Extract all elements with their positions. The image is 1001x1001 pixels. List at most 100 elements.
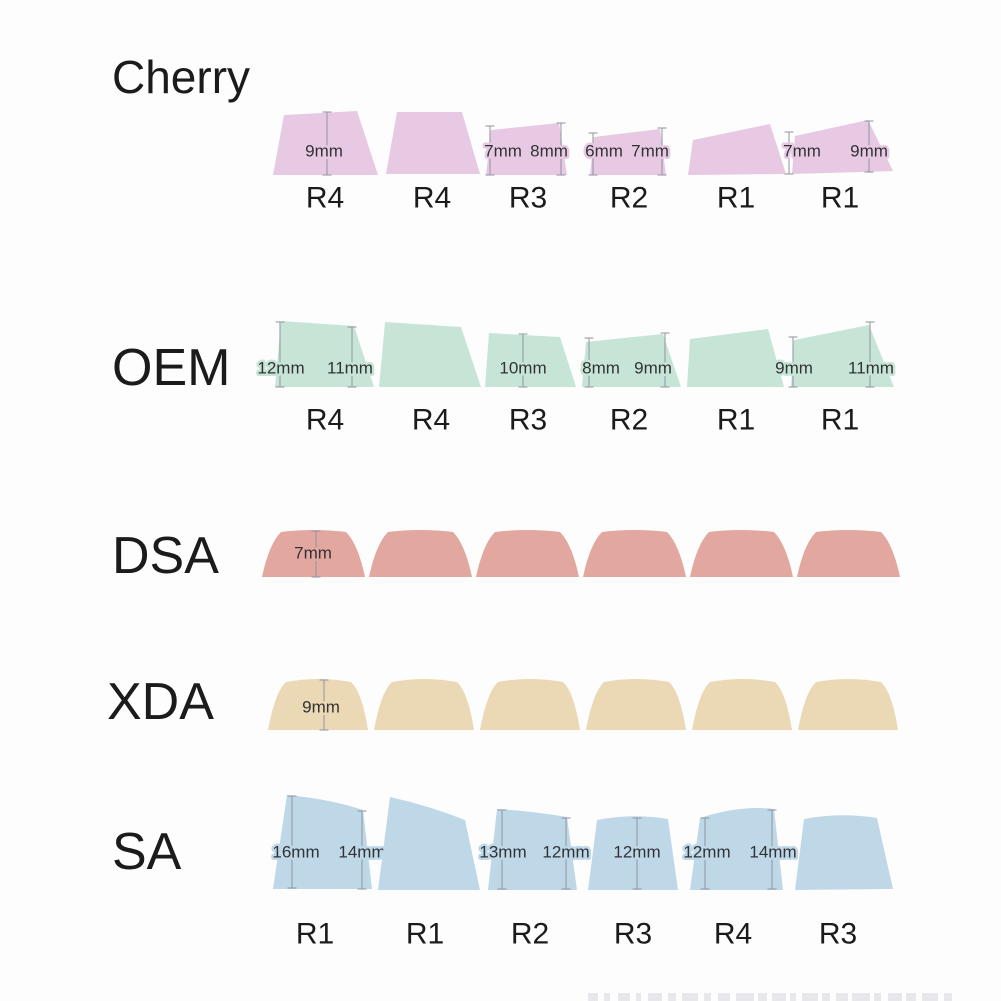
watermark-mark	[906, 993, 916, 1001]
keycap-oem-3-r3	[485, 333, 576, 387]
profile-row-dsa: 7mm	[262, 530, 900, 578]
keycap-cherry-2-r4	[386, 112, 480, 174]
row-label-cherry-3: R3	[509, 182, 547, 215]
row-label-sa-5: R4	[714, 918, 752, 951]
profile-row-oem: 12mm 11mm R4 R4 10mm R3 8mm 9mm R2 R1 9mm 11mm R1	[255, 321, 896, 437]
watermark-mark	[888, 993, 902, 1001]
watermark-mark	[852, 993, 870, 1001]
measure-label: 7mm	[484, 142, 522, 161]
measure-sa-12mm: 12mm	[540, 817, 592, 890]
watermark-mark	[648, 993, 662, 1001]
keycap-oem-4-r2	[582, 334, 681, 387]
keycap-oem-5-r1	[687, 329, 784, 387]
measure-cherry-7mm: 7mm	[482, 125, 524, 176]
keycap-dsa-2	[369, 530, 472, 577]
profile-row-sa: 16mm 14mm R1 R1 13mm 12mm R2 12mm R3 12mm 14mm R4 R3	[270, 795, 893, 951]
watermark-mark	[736, 993, 754, 1001]
keycap-cherry-4-r2	[590, 129, 666, 175]
measure-label: 12mm	[613, 843, 660, 862]
row-label-sa-6: R3	[819, 918, 857, 951]
measure-label: 7mm	[783, 142, 821, 161]
measure-label: 10mm	[499, 359, 546, 378]
keycap-xda-6	[798, 679, 898, 730]
measure-cherry-7mm: 7mm	[781, 131, 823, 175]
measure-cherry-8mm: 8mm	[528, 122, 570, 176]
row-label-oem-1: R4	[306, 404, 344, 437]
watermark-mark	[802, 993, 818, 1001]
measure-cherry-7mm: 7mm	[629, 127, 671, 176]
row-label-sa-3: R2	[511, 918, 549, 951]
profile-label-oem: OEM	[112, 339, 231, 397]
measure-oem-12mm: 12mm	[255, 321, 307, 388]
measure-label: 8mm	[582, 359, 620, 378]
keycap-dsa-3	[476, 530, 579, 577]
keycap-xda-5	[692, 679, 792, 730]
profile-label-sa: SA	[112, 823, 182, 881]
keycap-oem-6-r1	[791, 325, 894, 387]
keycap-sa-1-r1	[273, 795, 372, 889]
profile-label-cherry: Cherry	[112, 51, 251, 103]
measure-label: 9mm	[775, 359, 813, 378]
watermark-mark	[636, 993, 641, 1001]
measure-label: 6mm	[585, 142, 623, 161]
keycap-xda-4	[586, 679, 686, 730]
keycap-dsa-1	[262, 530, 365, 577]
measure-label: 7mm	[294, 544, 332, 563]
measure-label: 11mm	[848, 359, 894, 378]
watermark-mark	[822, 993, 830, 1001]
keycap-xda-2	[374, 679, 474, 730]
row-label-cherry-2: R4	[413, 182, 451, 215]
watermark-mark	[874, 993, 881, 1001]
measure-xda-9mm: 9mm	[300, 679, 342, 731]
measure-label: 13mm	[479, 843, 526, 862]
row-label-oem-5: R1	[717, 404, 755, 437]
measure-sa-14mm: 14mm	[336, 810, 388, 890]
watermark-mark	[836, 993, 848, 1001]
measure-label: 9mm	[634, 359, 672, 378]
watermark-mark	[758, 993, 767, 1001]
measure-label: 14mm	[749, 843, 796, 862]
measure-label: 9mm	[305, 142, 343, 161]
keycap-dsa-4	[583, 530, 686, 577]
watermark-mark	[922, 993, 938, 1001]
measure-sa-12mm: 12mm	[611, 817, 663, 890]
measure-sa-16mm: 16mm	[270, 795, 322, 889]
measure-oem-9mm: 9mm	[773, 336, 815, 388]
profile-row-xda: 9mm	[268, 679, 898, 731]
measure-label: 12mm	[683, 843, 730, 862]
watermark-mark	[604, 993, 610, 1001]
watermark-cutoff	[588, 993, 952, 1001]
keycap-xda-1	[268, 679, 368, 730]
keycap-oem-2-r4	[379, 322, 481, 387]
measure-label: 11mm	[327, 359, 373, 378]
measure-oem-9mm: 9mm	[632, 332, 674, 388]
keycap-cherry-5-r1	[688, 124, 786, 175]
keycap-dsa-5	[690, 530, 793, 577]
keycap-sa-4-r3	[588, 816, 678, 890]
profile-row-cherry: 9mm R4 R4 7mm 8mm R3 6mm 7mm R2 R1 7mm 9mm R1	[273, 111, 893, 215]
watermark-mark	[682, 993, 698, 1001]
row-label-sa-2: R1	[406, 918, 444, 951]
measure-oem-11mm: 11mm	[846, 321, 896, 388]
measure-oem-10mm: 10mm	[497, 333, 549, 388]
watermark-mark	[668, 993, 676, 1001]
profile-label-xda: XDA	[107, 673, 214, 731]
keycap-cherry-3-r3	[486, 123, 567, 175]
keycap-sa-3-r2	[488, 809, 577, 890]
keycap-oem-1-r4	[275, 321, 374, 387]
watermark-mark	[588, 993, 598, 1001]
row-label-oem-6: R1	[821, 404, 859, 437]
measure-label: 9mm	[302, 698, 340, 717]
row-label-oem-4: R2	[610, 404, 648, 437]
measure-cherry-9mm: 9mm	[848, 120, 890, 173]
keycap-cherry-6-r1	[792, 120, 893, 174]
keycap-sa-5-r4	[690, 808, 783, 890]
measure-oem-8mm: 8mm	[580, 337, 622, 388]
measure-label: 16mm	[272, 843, 319, 862]
measure-label: 14mm	[338, 843, 385, 862]
row-label-cherry-4: R2	[610, 182, 648, 215]
watermark-mark	[944, 993, 952, 1001]
measure-cherry-6mm: 6mm	[583, 132, 625, 176]
